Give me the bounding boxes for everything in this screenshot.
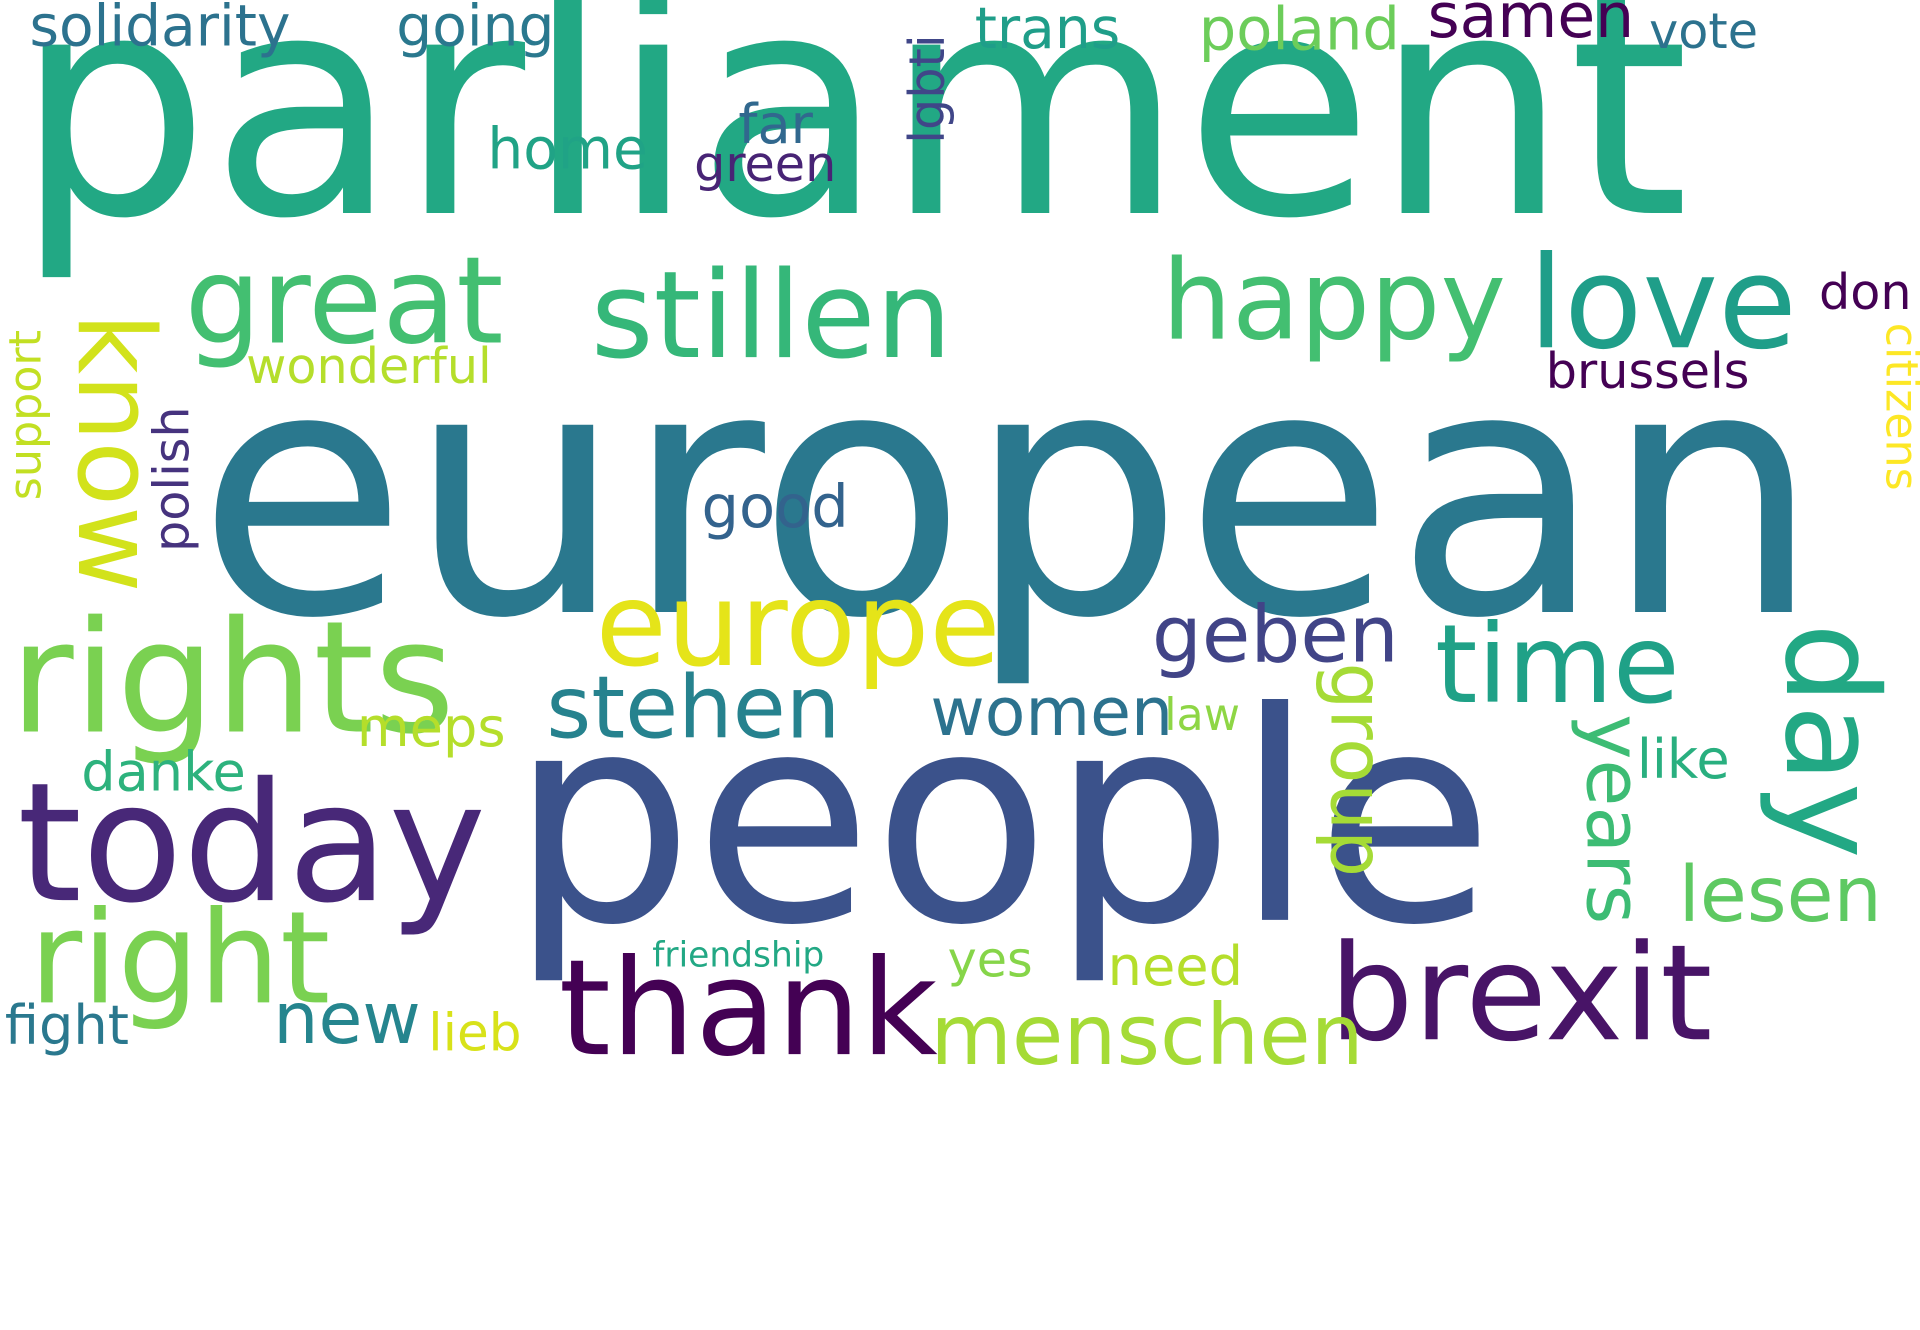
word-need: need <box>1107 935 1243 999</box>
word-yes: yes <box>947 932 1033 989</box>
word-samen: samen <box>1427 0 1635 52</box>
word-brexit: brexit <box>1329 917 1713 1072</box>
word-solidarity: solidarity <box>29 0 291 60</box>
word-rights: rights <box>9 587 455 769</box>
word-vote: vote <box>1649 3 1758 61</box>
word-know: know <box>52 312 176 593</box>
word-european: european <box>196 294 1821 694</box>
word-law: law <box>1164 690 1240 742</box>
word-don: don <box>1818 264 1912 322</box>
word-good: good <box>701 472 849 542</box>
word-wonderful: wonderful <box>246 338 492 396</box>
word-love: love <box>1528 227 1797 379</box>
word-thank: thank <box>558 932 938 1087</box>
word-years: years <box>1569 714 1659 925</box>
word-stehen: stehen <box>546 657 841 759</box>
word-support: support <box>1 330 52 501</box>
word-lgbti: lgbti <box>899 34 957 144</box>
word-happy: happy <box>1161 236 1507 366</box>
word-today: today <box>17 747 487 940</box>
word-brussels: brussels <box>1545 343 1750 401</box>
word-like: like <box>1636 728 1730 792</box>
word-people: people <box>509 650 1495 989</box>
word-right: right <box>29 882 331 1034</box>
word-fight: fight <box>4 994 129 1058</box>
word-women: women <box>930 673 1174 752</box>
word-home: home <box>487 115 648 183</box>
word-danke: danke <box>81 741 246 805</box>
word-trans: trans <box>974 0 1121 62</box>
word-far: far <box>738 93 813 157</box>
word-lieb: lieb <box>428 1002 522 1063</box>
word-geben: geben <box>1151 589 1399 681</box>
word-meps: meps <box>356 696 506 760</box>
word-parliament: parliament <box>14 0 1690 286</box>
word-time: time <box>1434 600 1680 728</box>
word-citizens: citizens <box>1875 322 1920 491</box>
word-friendship: friendship <box>652 934 825 976</box>
word-stillen: stillen <box>590 246 953 387</box>
word-great: great <box>184 231 504 372</box>
word-day: day <box>1756 623 1907 859</box>
word-going: going <box>396 0 555 60</box>
word-lesen: lesen <box>1678 849 1882 940</box>
word-new: new <box>273 976 421 1061</box>
word-poland: poland <box>1198 0 1400 65</box>
word-polish: polish <box>143 406 201 553</box>
word-group: group <box>1313 662 1400 878</box>
word-green: green <box>694 136 837 194</box>
word-europe: europe <box>595 559 1001 694</box>
word-menschen: menschen <box>930 987 1364 1085</box>
